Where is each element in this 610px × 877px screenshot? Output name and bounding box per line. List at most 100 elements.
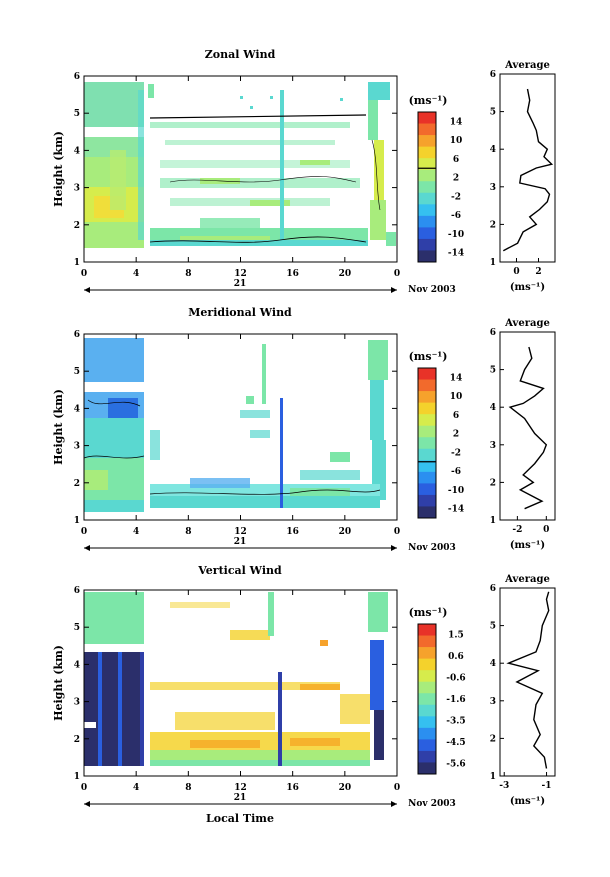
- zonal-average-ytick-label: 4: [490, 145, 496, 155]
- zonal-average-ytick-label: 1: [490, 258, 496, 268]
- meridional-colorbar-swatch: [418, 460, 436, 473]
- meridional-colorbar-label: -2: [451, 448, 461, 458]
- zonal-colorbar-swatch: [418, 181, 436, 194]
- meridional-colorbar-frame: [417, 367, 437, 519]
- zonal-day-label: 21: [234, 279, 247, 289]
- meridional-colorbar-swatch: [418, 437, 436, 450]
- meridional-colorbar-label: 2: [453, 430, 459, 440]
- zonal-average-ytick-label: 2: [490, 220, 496, 230]
- meridional-xtick-label: 0: [394, 527, 400, 537]
- vertical-colorbar: 1.5 0.6 -0.6 -1.6 -3.5 -4.5 -5.6: [417, 623, 466, 775]
- vertical-colorbar-swatch: [418, 716, 436, 729]
- zonal-x-axis: 0 4 8 12 16 20 0: [81, 76, 400, 279]
- vertical-xtick-label: 4: [133, 783, 139, 793]
- vertical-ytick-label: 6: [74, 586, 80, 596]
- zonal-colorbar-label: 10: [450, 136, 463, 146]
- zonal-colorbar-label: -14: [448, 249, 464, 259]
- vertical-units: (ms⁻¹): [409, 606, 448, 619]
- vertical-colorbar-swatch: [418, 658, 436, 671]
- vertical-colorbar-label: 1.5: [448, 631, 464, 641]
- meridional-colorbar-swatch: [418, 471, 436, 484]
- zonal-xtick-label: 4: [133, 269, 139, 279]
- vertical-y-axis: 1 2 3 4 5 6: [74, 586, 397, 782]
- zonal-ytick-label: 2: [74, 221, 80, 231]
- zonal-average-frame: [499, 73, 556, 263]
- meridional-x-axis: 0 4 8 12 16 20 0: [81, 334, 400, 537]
- vertical-average-xtick-label: -3: [499, 781, 509, 791]
- vertical-average-ytick-label: 2: [490, 734, 496, 744]
- zonal-average-line: [502, 88, 554, 252]
- vertical-average-panel: Average 1 2 3 4 5 6 -3 -1 (ms⁻¹): [490, 574, 556, 807]
- vertical-average-line: [506, 591, 550, 769]
- zonal-average-ytick-label: 6: [490, 70, 496, 80]
- zonal-average-xlabel: (ms⁻¹): [510, 282, 545, 293]
- vertical-xtick-label: 0: [81, 783, 87, 793]
- meridional-day-label: 21: [234, 537, 247, 547]
- zonal-colorbar-swatch: [418, 158, 436, 171]
- zonal-colorbar-label: 14: [450, 117, 463, 127]
- zonal-colorbar-swatch: [418, 238, 436, 251]
- zonal-average-xtick-label: 2: [535, 267, 541, 277]
- meridional-ytick-label: 2: [74, 479, 80, 489]
- zonal-average-ytick-label: 5: [490, 108, 496, 118]
- zonal-xtick-label: 0: [81, 269, 87, 279]
- vertical-colorbar-swatch: [418, 739, 436, 752]
- meridional-colorbar-label: 14: [450, 373, 463, 383]
- meridional-average-ytick-label: 4: [490, 403, 496, 413]
- vertical-colorbar-swatch: [418, 693, 436, 706]
- zonal-colorbar-swatch: [418, 204, 436, 217]
- vertical-average-ytick-label: 1: [490, 772, 496, 782]
- meridional-colorbar: 14 10 6 2 -2 -6 -10 -14: [417, 367, 464, 519]
- meridional-colorbar-label: -14: [448, 505, 464, 515]
- meridional-colorbar-label: -6: [451, 467, 461, 477]
- zonal-ytick-label: 5: [74, 109, 80, 119]
- zonal-colorbar-label: -10: [448, 230, 464, 240]
- zonal-colorbar: 14 10 6 2 -2 -6 -10 -14: [417, 111, 464, 263]
- meridional-xtick-label: 4: [133, 527, 139, 537]
- local-time-label: Local Time: [206, 812, 274, 825]
- meridional-xtick-label: 20: [339, 527, 352, 537]
- vertical-colorbar-label: -1.6: [446, 695, 465, 705]
- vertical-colorbar-label: -0.6: [446, 674, 465, 684]
- vertical-colorbar-swatch: [418, 681, 436, 694]
- vertical-colorbar-swatch: [418, 704, 436, 717]
- vertical-average-xlabel: (ms⁻¹): [510, 796, 545, 807]
- zonal-average-xtick-label: 0: [513, 267, 519, 277]
- meridional-ytick-label: 4: [74, 404, 80, 414]
- vertical-ytick-label: 5: [74, 623, 80, 633]
- zonal-colorbar-swatch: [418, 227, 436, 240]
- meridional-colorbar-swatch: [418, 494, 436, 507]
- vertical-colorbar-swatch: [418, 624, 436, 637]
- vertical-colorbar-frame: [417, 623, 437, 775]
- zonal-ylabel: Height (km): [52, 131, 65, 207]
- meridional-date-label: Nov 2003: [408, 543, 456, 553]
- zonal-ytick-label: 4: [74, 146, 80, 156]
- meridional-colorbar-swatch: [418, 506, 436, 519]
- zonal-heatmap: [84, 76, 397, 262]
- vertical-average-frame: [499, 587, 556, 777]
- zonal-xtick-label: 12: [234, 269, 247, 279]
- vertical-day-bar: 21 Nov 2003: [84, 793, 456, 809]
- vertical-colorbar-label: 0.6: [448, 652, 464, 662]
- meridional-average-ytick-label: 1: [490, 516, 496, 526]
- meridional-colorbar-label: -10: [448, 486, 464, 496]
- meridional-heatmap: [83, 334, 397, 520]
- zonal-ytick-label: 1: [74, 258, 80, 268]
- zonal-colorbar-label: 6: [453, 155, 459, 165]
- meridional-colorbar-label: 6: [453, 411, 459, 421]
- zonal-colorbar-swatch: [418, 112, 436, 125]
- zonal-panel: Zonal Wind: [52, 48, 556, 295]
- zonal-average-title: Average: [504, 60, 550, 71]
- zonal-date-label: Nov 2003: [408, 285, 456, 295]
- vertical-ytick-label: 3: [74, 698, 80, 708]
- zonal-ytick-label: 6: [74, 72, 80, 82]
- zonal-colorbar-frame: [417, 111, 437, 263]
- meridional-average-panel: Average 1 2 3 4 5 6 -2 0 (ms⁻¹): [490, 318, 556, 551]
- zonal-colorbar-swatch: [418, 192, 436, 205]
- vertical-ytick-label: 2: [74, 735, 80, 745]
- vertical-ytick-label: 4: [74, 660, 80, 670]
- vertical-average-ytick-label: 5: [490, 622, 496, 632]
- vertical-average-title: Average: [504, 574, 550, 585]
- vertical-colorbar-label: -3.5: [446, 716, 465, 726]
